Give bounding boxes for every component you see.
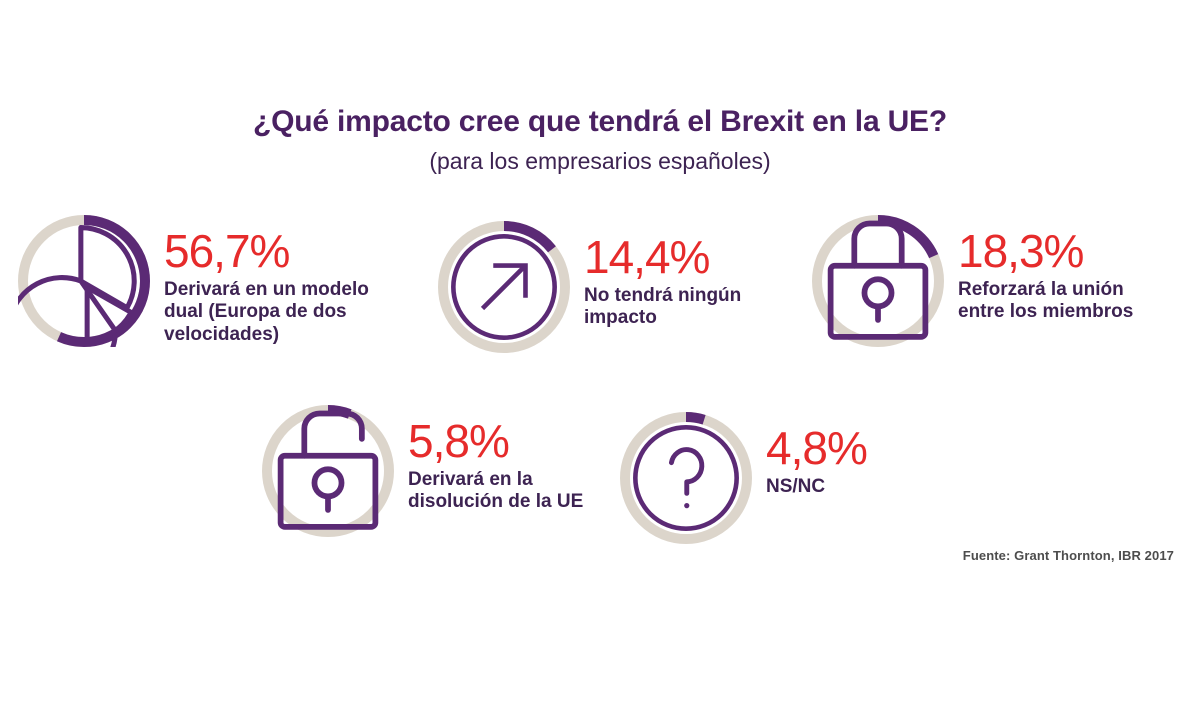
stat-description: Reforzará la unión entre los miembros xyxy=(958,279,1134,323)
donut-value-arc xyxy=(620,412,752,544)
donut-svg xyxy=(262,405,394,537)
lock-closed-icon-glyph xyxy=(827,220,929,340)
question-mark-icon xyxy=(620,412,752,544)
stat-percentage: 56,7% xyxy=(164,225,290,277)
header: ¿Qué impacto cree que tendrá el Brexit e… xyxy=(0,104,1200,176)
stat-item-disolucion: 5,8% Derivará en la disolución de la UE xyxy=(262,405,593,537)
stat-item-refuerza-union: 18,3% Reforzará la unión entre los miemb… xyxy=(812,215,1173,347)
stat-description: Derivará en un modelo dual (Europa de do… xyxy=(164,279,369,345)
lock-closed-icon xyxy=(812,215,944,347)
question-mark-icon-glyph xyxy=(633,425,739,531)
stat-text-refuerza-union: 18,3% Reforzará la unión entre los miemb… xyxy=(944,215,1173,324)
stat-description: Derivará en la disolución de la UE xyxy=(408,469,584,513)
source-attribution: Fuente: Grant Thornton, IBR 2017 xyxy=(962,548,1174,563)
page-title: ¿Qué impacto cree que tendrá el Brexit e… xyxy=(253,105,947,138)
stat-text-modelo-dual: 56,7% Derivará en un modelo dual (Europa… xyxy=(150,215,384,346)
stat-text-sin-impacto: 14,4% No tendrá ningún impacto xyxy=(570,221,774,330)
pie-chart-icon-glyph xyxy=(18,225,137,347)
donut-chart-disolucion xyxy=(262,405,394,537)
stat-percentage: 18,3% xyxy=(958,225,1084,277)
stat-description: No tendrá ningún impacto xyxy=(584,285,742,329)
donut-svg xyxy=(812,215,944,347)
pie-chart-icon xyxy=(18,215,150,347)
page-subtitle: (para los empresarios españoles) xyxy=(429,148,771,174)
stat-percentage: 14,4% xyxy=(584,231,710,283)
stat-percentage: 4,8% xyxy=(766,422,868,474)
stat-item-sin-impacto: 14,4% No tendrá ningún impacto xyxy=(438,221,774,353)
arrow-up-right-icon-glyph xyxy=(451,234,557,340)
stat-item-ns-nc: 4,8% NS/NC xyxy=(620,412,931,544)
donut-svg xyxy=(620,412,752,544)
stat-percentage: 5,8% xyxy=(408,415,510,467)
donut-value-arc xyxy=(18,215,150,347)
arrow-up-right-icon xyxy=(438,221,570,353)
donut-svg xyxy=(438,221,570,353)
lock-open-icon-glyph xyxy=(277,410,379,530)
donut-chart-ns-nc xyxy=(620,412,752,544)
donut-chart-sin-impacto xyxy=(438,221,570,353)
stat-text-ns-nc: 4,8% NS/NC xyxy=(752,412,931,498)
donut-chart-modelo-dual xyxy=(18,215,150,347)
donut-svg xyxy=(18,215,150,347)
stat-description: NS/NC xyxy=(766,476,826,498)
stat-text-disolucion: 5,8% Derivará en la disolución de la UE xyxy=(394,405,593,514)
donut-value-arc xyxy=(438,221,570,353)
donut-chart-refuerza-union xyxy=(812,215,944,347)
lock-open-icon xyxy=(262,405,394,537)
donut-value-arc xyxy=(812,215,944,347)
stat-item-modelo-dual: 56,7% Derivará en un modelo dual (Europa… xyxy=(18,215,384,347)
donut-value-arc xyxy=(262,405,394,537)
